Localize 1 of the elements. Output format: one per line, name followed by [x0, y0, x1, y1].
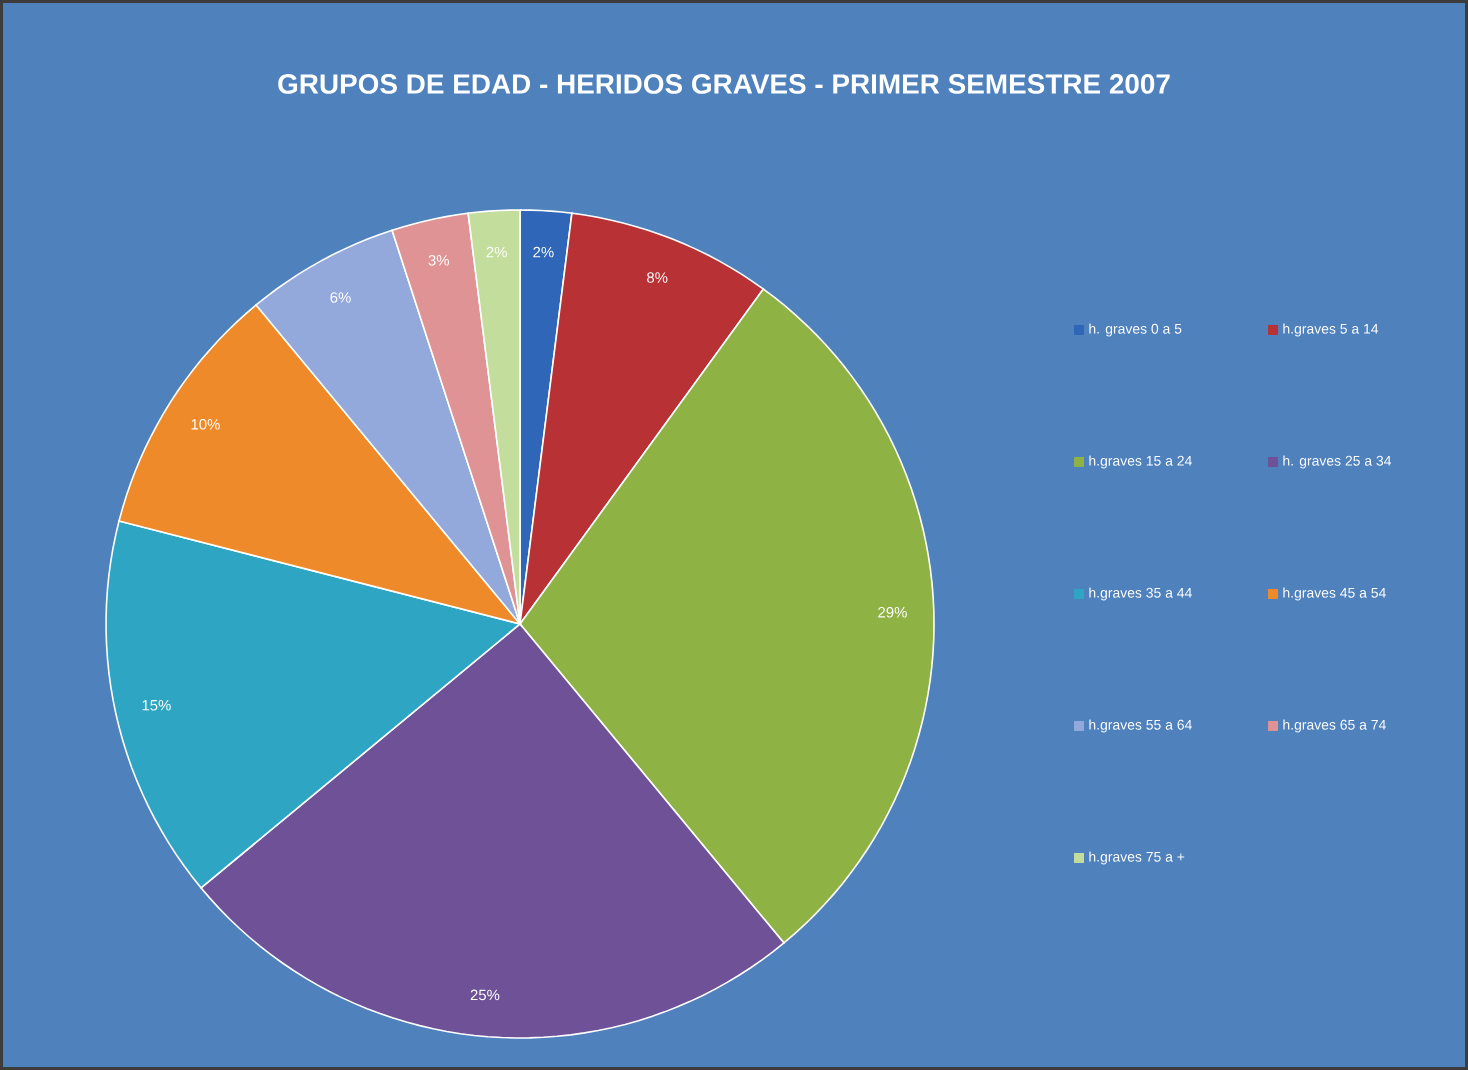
- chart-title: GRUPOS DE EDAD - HERIDOS GRAVES - PRIMER SEMESTRE 2007: [278, 74, 1170, 94]
